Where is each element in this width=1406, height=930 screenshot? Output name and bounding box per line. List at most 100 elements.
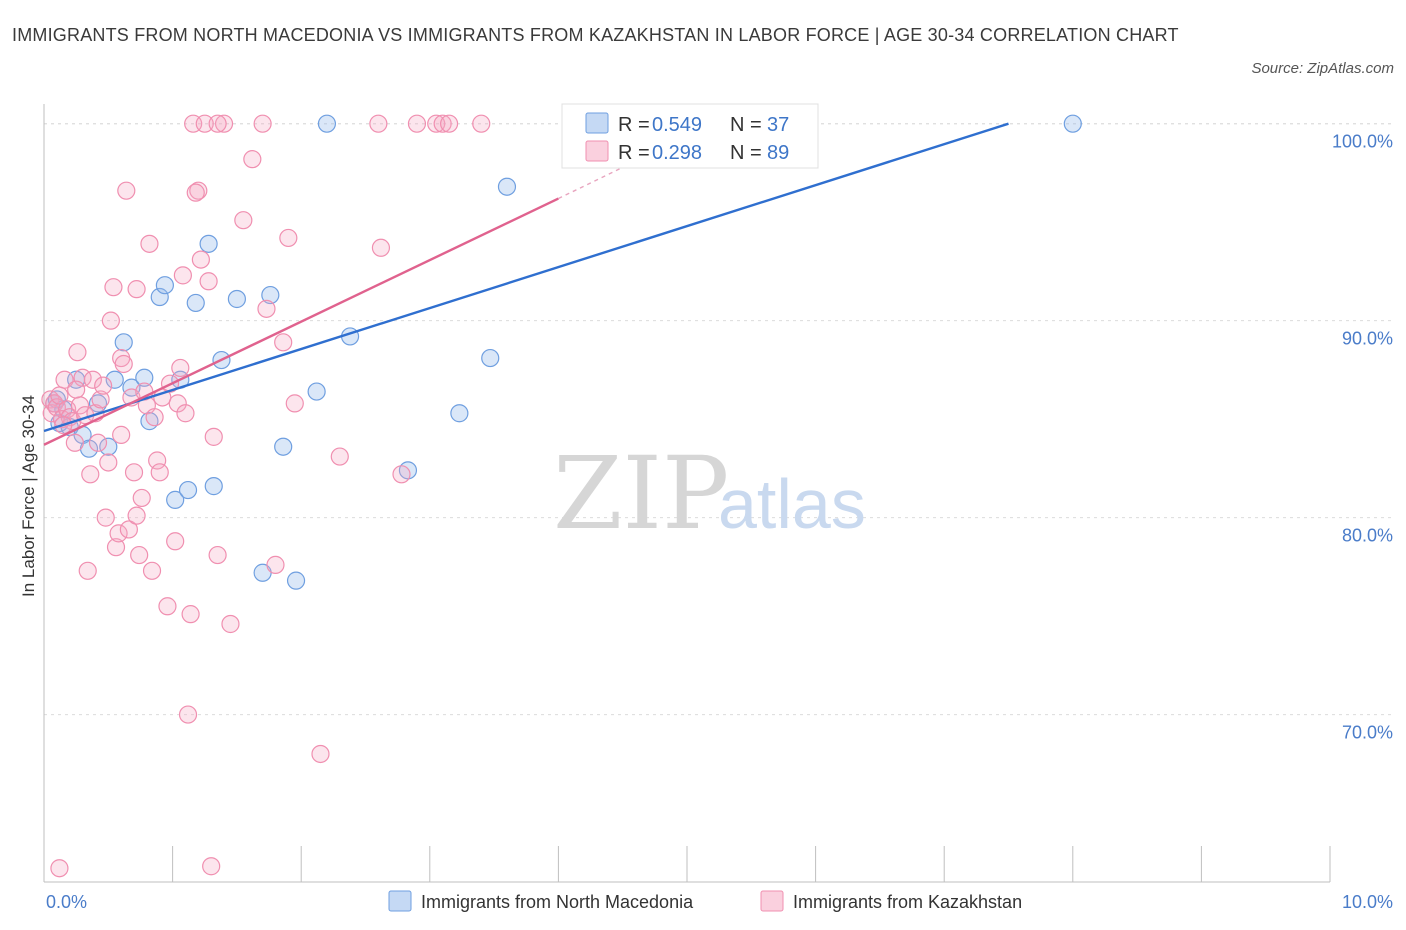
data-point[interactable] — [142, 561, 162, 580]
data-point[interactable] — [439, 114, 459, 133]
data-point[interactable] — [83, 370, 102, 389]
data-point[interactable] — [214, 114, 234, 133]
legend-label-kazakhstan[interactable]: Immigrants from Kazakhstan — [793, 892, 1022, 912]
data-point[interactable] — [191, 250, 210, 269]
data-point[interactable] — [285, 394, 304, 413]
data-point[interactable] — [106, 538, 126, 557]
data-point[interactable] — [243, 150, 262, 169]
watermark-zip: ZIP — [553, 435, 729, 552]
data-point[interactable] — [155, 276, 174, 295]
data-point[interactable] — [407, 114, 427, 133]
data-point[interactable] — [330, 447, 349, 466]
data-point[interactable] — [50, 859, 69, 878]
data-point[interactable] — [148, 451, 167, 470]
legend-swatch-kazakhstan[interactable] — [760, 890, 784, 912]
data-point[interactable] — [234, 211, 253, 230]
data-point[interactable] — [450, 404, 469, 423]
x-tick-label-min: 0.0% — [46, 892, 87, 912]
data-point[interactable] — [104, 278, 123, 297]
data-point[interactable] — [150, 287, 169, 307]
data-point[interactable] — [261, 285, 280, 305]
data-point[interactable] — [78, 561, 97, 580]
data-point[interactable] — [119, 520, 138, 539]
data-point[interactable] — [274, 437, 293, 456]
y-tick-label: 90.0% — [1342, 329, 1393, 349]
data-point[interactable] — [150, 463, 169, 482]
data-point[interactable] — [274, 333, 293, 352]
data-point[interactable] — [199, 234, 218, 253]
data-point[interactable] — [186, 183, 205, 202]
data-point[interactable] — [189, 181, 208, 200]
data-point[interactable] — [109, 524, 128, 543]
data-point[interactable] — [1063, 114, 1082, 133]
data-point[interactable] — [279, 228, 298, 248]
data-point[interactable] — [127, 506, 146, 525]
data-point[interactable] — [195, 114, 214, 133]
data-point[interactable] — [135, 368, 154, 387]
data-point[interactable] — [145, 408, 164, 427]
trend-lines — [43, 122, 1009, 446]
y-tick-label: 80.0% — [1342, 526, 1393, 546]
data-point[interactable] — [204, 477, 223, 496]
data-point[interactable] — [132, 488, 151, 508]
data-point[interactable] — [166, 490, 185, 509]
data-point[interactable] — [171, 358, 190, 378]
data-point[interactable] — [433, 114, 452, 133]
data-point[interactable] — [112, 425, 131, 444]
data-point[interactable] — [369, 114, 388, 133]
data-point[interactable] — [202, 857, 221, 876]
data-point[interactable] — [253, 114, 272, 133]
data-point[interactable] — [371, 238, 391, 257]
data-point[interactable] — [158, 597, 177, 616]
data-point[interactable] — [124, 463, 144, 482]
data-point[interactable] — [130, 545, 149, 565]
data-point[interactable] — [173, 266, 192, 285]
data-point[interactable] — [257, 299, 276, 318]
data-point[interactable] — [99, 453, 118, 472]
data-point[interactable] — [178, 705, 198, 724]
data-point[interactable] — [91, 390, 110, 409]
data-point[interactable] — [114, 333, 133, 352]
data-point[interactable] — [481, 348, 500, 368]
data-point[interactable] — [68, 343, 87, 362]
data-point[interactable] — [88, 433, 108, 452]
data-point[interactable] — [227, 289, 246, 309]
data-point[interactable] — [166, 532, 185, 551]
legend-swatch-north-macedonia[interactable] — [388, 890, 412, 912]
data-point[interactable] — [65, 433, 84, 452]
data-point[interactable] — [168, 394, 187, 413]
data-point[interactable] — [392, 465, 411, 484]
data-point[interactable] — [101, 311, 120, 330]
data-point[interactable] — [208, 114, 227, 133]
data-point[interactable] — [96, 508, 115, 527]
data-point[interactable] — [204, 427, 223, 446]
data-point[interactable] — [266, 555, 285, 574]
data-point[interactable] — [472, 114, 491, 133]
data-point[interactable] — [117, 181, 136, 200]
data-point[interactable] — [311, 744, 330, 764]
data-point[interactable] — [99, 437, 118, 456]
data-point[interactable] — [55, 370, 74, 389]
data-point[interactable] — [208, 545, 227, 565]
legend-label-north-macedonia[interactable]: Immigrants from North Macedonia — [421, 892, 694, 912]
data-point[interactable] — [114, 354, 133, 374]
data-point[interactable] — [67, 380, 86, 399]
data-point[interactable] — [307, 382, 326, 401]
data-point[interactable] — [140, 234, 159, 253]
source-label: Source: ZipAtlas.com — [1251, 60, 1394, 77]
data-point[interactable] — [317, 114, 337, 133]
stats-n-label-north-macedonia: N = — [730, 114, 762, 136]
data-point[interactable] — [105, 370, 124, 389]
data-point[interactable] — [199, 272, 218, 291]
data-point[interactable] — [497, 177, 517, 196]
data-point[interactable] — [81, 465, 100, 484]
data-point[interactable] — [286, 571, 306, 590]
data-point[interactable] — [427, 114, 446, 133]
data-point[interactable] — [94, 376, 113, 395]
data-point[interactable] — [181, 605, 200, 624]
data-point[interactable] — [176, 404, 195, 423]
data-point[interactable] — [178, 480, 198, 500]
data-point[interactable] — [221, 614, 240, 634]
data-point[interactable] — [186, 293, 205, 313]
data-point[interactable] — [127, 280, 146, 299]
